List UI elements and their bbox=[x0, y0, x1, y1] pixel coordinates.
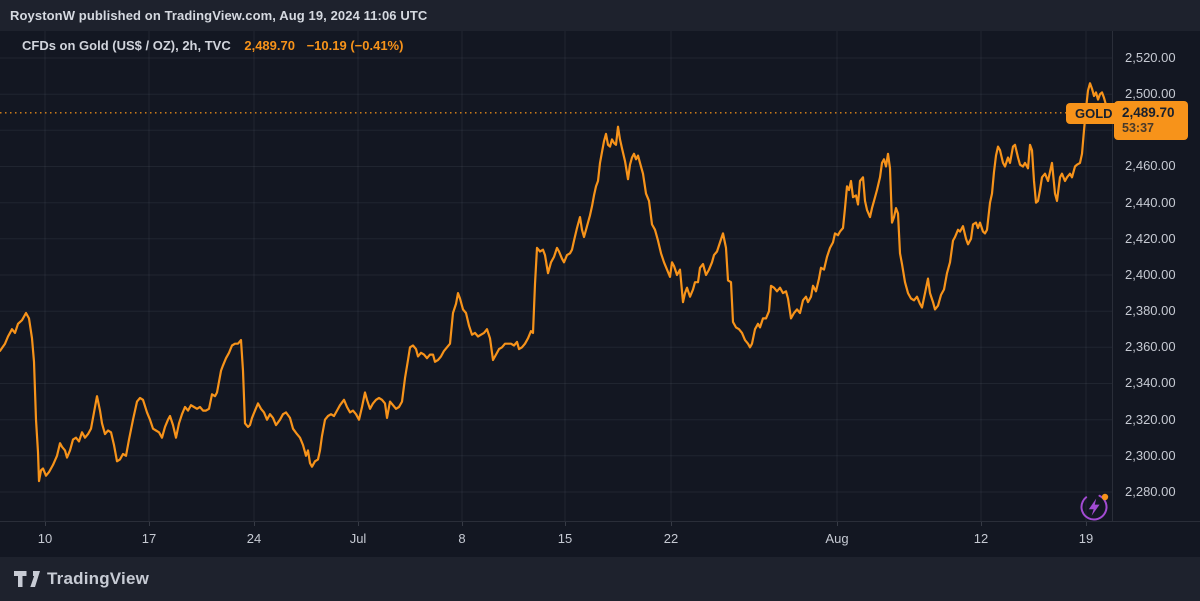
tradingview-logo-icon bbox=[14, 571, 40, 587]
y-axis-label: 2,380.00 bbox=[1125, 303, 1176, 318]
gold-symbol-badge: GOLD bbox=[1066, 103, 1122, 124]
legend-last-price: 2,489.70 bbox=[244, 38, 295, 53]
footer-bar: TradingView bbox=[0, 557, 1200, 601]
y-axis-label: 2,500.00 bbox=[1125, 86, 1176, 101]
x-axis-tick bbox=[254, 522, 255, 526]
bar-countdown: 53:37 bbox=[1122, 121, 1154, 135]
x-axis-label: 19 bbox=[1078, 531, 1094, 546]
x-axis-label: 24 bbox=[246, 531, 262, 546]
tradingview-logo[interactable]: TradingView bbox=[14, 568, 149, 590]
y-axis-label: 2,520.00 bbox=[1125, 50, 1176, 65]
x-axis-label: 15 bbox=[557, 531, 573, 546]
chart-panel: CFDs on Gold (US$ / OZ), 2h, TVC 2,489.7… bbox=[0, 31, 1200, 557]
y-axis-label: 2,300.00 bbox=[1125, 448, 1176, 463]
legend: CFDs on Gold (US$ / OZ), 2h, TVC 2,489.7… bbox=[22, 38, 403, 53]
y-axis-label: 2,340.00 bbox=[1125, 375, 1176, 390]
current-price-value: 2,489.70 bbox=[1122, 105, 1175, 120]
price-chart-svg bbox=[0, 31, 1112, 521]
y-axis-label: 2,360.00 bbox=[1125, 339, 1176, 354]
x-axis-label: 8 bbox=[458, 531, 466, 546]
x-axis-label: 22 bbox=[663, 531, 679, 546]
plot-area[interactable] bbox=[0, 31, 1112, 521]
x-axis-tick bbox=[981, 522, 982, 526]
x-axis-tick bbox=[358, 522, 359, 526]
lightning-icon bbox=[1080, 493, 1109, 521]
x-axis-tick bbox=[837, 522, 838, 526]
y-axis-label: 2,280.00 bbox=[1125, 484, 1176, 499]
x-axis-tick bbox=[1086, 522, 1087, 526]
tradingview-logo-text: TradingView bbox=[47, 569, 150, 588]
symbol-title[interactable]: CFDs on Gold (US$ / OZ), 2h, TVC bbox=[22, 38, 231, 53]
x-axis-label: 10 bbox=[37, 531, 53, 546]
price-line-path bbox=[0, 82, 1112, 483]
x-axis-tick bbox=[565, 522, 566, 526]
notification-dot bbox=[1101, 493, 1109, 501]
current-price-badge: 2,489.70 53:37 bbox=[1114, 101, 1188, 140]
x-axis-tick bbox=[671, 522, 672, 526]
x-axis-tick bbox=[462, 522, 463, 526]
y-axis-label: 2,420.00 bbox=[1125, 231, 1176, 246]
x-axis-tick bbox=[45, 522, 46, 526]
legend-change: −10.19 (−0.41%) bbox=[306, 38, 404, 53]
y-axis-label: 2,320.00 bbox=[1125, 412, 1176, 427]
x-axis-tick bbox=[149, 522, 150, 526]
x-axis-label: Aug bbox=[825, 531, 849, 546]
x-axis-label: 17 bbox=[141, 531, 157, 546]
y-axis-label: 2,400.00 bbox=[1125, 267, 1176, 282]
reaction-button[interactable] bbox=[1078, 489, 1112, 523]
y-axis-label: 2,460.00 bbox=[1125, 158, 1176, 173]
x-axis[interactable]: 10 17 24 Jul 8 15 22 Aug 12 19 bbox=[0, 521, 1200, 558]
x-axis-label: Jul bbox=[349, 531, 367, 546]
attribution-bar: RoystonW published on TradingView.com, A… bbox=[0, 0, 1200, 31]
attribution-text: RoystonW published on TradingView.com, A… bbox=[10, 8, 428, 23]
x-axis-label: 12 bbox=[973, 531, 989, 546]
y-axis-label: 2,440.00 bbox=[1125, 195, 1176, 210]
